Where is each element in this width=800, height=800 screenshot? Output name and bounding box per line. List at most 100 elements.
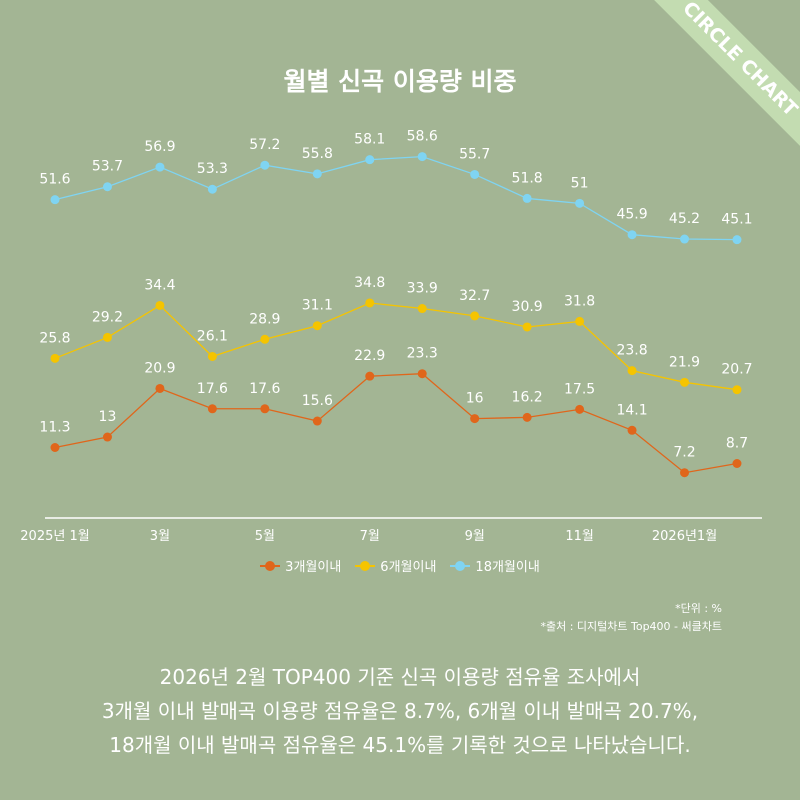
data-label: 34.8 <box>354 275 385 291</box>
data-label: 17.6 <box>249 381 280 397</box>
data-label: 26.1 <box>197 328 228 344</box>
data-point <box>680 234 690 244</box>
data-label: 55.7 <box>459 146 490 162</box>
data-point <box>155 383 165 393</box>
data-point <box>680 377 690 387</box>
data-label: 32.7 <box>459 288 490 304</box>
legend-label: 6개월이내 <box>380 560 437 575</box>
data-point <box>417 369 427 379</box>
data-point <box>627 425 637 435</box>
data-label: 23.3 <box>407 346 438 362</box>
x-tick-label: 2025년 1월 <box>20 529 89 544</box>
data-point <box>365 298 375 308</box>
data-label: 16.2 <box>512 389 543 405</box>
data-label: 13 <box>99 409 117 425</box>
data-label: 8.7 <box>726 435 748 451</box>
data-point <box>102 432 112 442</box>
data-point <box>50 443 60 453</box>
data-point <box>522 193 532 203</box>
x-tick-label: 3월 <box>150 529 170 544</box>
data-point <box>417 152 427 162</box>
data-label: 25.8 <box>39 330 70 346</box>
legend-item: 3개월이내 <box>260 556 341 575</box>
legend-label: 3개월이내 <box>285 560 342 575</box>
data-label: 23.8 <box>616 343 647 359</box>
data-label: 17.6 <box>197 381 228 397</box>
data-point <box>260 160 270 170</box>
data-label: 33.9 <box>407 281 438 297</box>
series-line <box>54 373 738 474</box>
data-point <box>732 385 742 395</box>
data-label: 58.6 <box>407 129 438 145</box>
unit-note: *단위 : % <box>675 602 722 615</box>
data-point <box>312 169 322 179</box>
data-label: 30.9 <box>512 299 543 315</box>
data-point <box>102 182 112 192</box>
x-tick-label: 5월 <box>255 529 275 544</box>
data-label: 51.6 <box>39 172 70 188</box>
data-point <box>732 458 742 468</box>
data-label: 20.9 <box>144 360 175 376</box>
data-label: 51.8 <box>512 170 543 186</box>
series-line <box>54 155 737 241</box>
data-point <box>627 366 637 376</box>
data-label: 21.9 <box>669 354 700 370</box>
data-point <box>732 235 742 245</box>
summary-line: 3개월 이내 발매곡 이용량 점유율은 8.7%, 6개월 이내 발매곡 20.… <box>101 699 699 723</box>
line-chart: 2025년 1월 3월 5월 7월 9월 11월 2026년1월 11.3 13 20.9 17.6… <box>20 129 762 544</box>
data-label: 51 <box>571 175 589 191</box>
data-label: 45.9 <box>616 207 647 223</box>
data-point <box>312 416 322 426</box>
data-label: 45.2 <box>669 211 700 227</box>
summary-text: 2026년 2월 TOP400 기준 신곡 이용량 점유율 조사에서 3개월 이… <box>0 660 800 762</box>
data-point <box>260 404 270 414</box>
data-label: 16 <box>466 391 484 407</box>
data-label: 22.9 <box>354 348 385 364</box>
data-point <box>522 322 532 332</box>
data-point <box>207 184 217 194</box>
data-point <box>260 334 270 344</box>
chart-title: 월별 신곡 이용량 비중 <box>283 67 517 96</box>
data-point <box>155 300 165 310</box>
data-point <box>365 155 375 165</box>
data-point <box>417 304 427 314</box>
data-label: 31.8 <box>564 293 595 309</box>
data-label: 15.6 <box>302 393 333 409</box>
data-label: 17.5 <box>564 381 595 397</box>
legend-marker-icon <box>355 560 376 571</box>
data-label: 55.8 <box>302 146 333 162</box>
x-tick-label: 7월 <box>360 529 380 544</box>
data-label: 29.2 <box>92 309 123 325</box>
data-point <box>575 316 585 326</box>
data-point <box>207 404 217 414</box>
data-label: 57.2 <box>249 137 280 153</box>
data-point <box>522 412 532 422</box>
x-tick-label: 9월 <box>465 529 485 544</box>
legend-label: 18개월이내 <box>475 560 540 575</box>
data-point <box>50 195 60 205</box>
legend-item: 6개월이내 <box>355 556 436 575</box>
data-label: 34.4 <box>144 277 175 293</box>
data-point <box>102 332 112 342</box>
summary-line: 18개월 이내 발매곡 점유율은 45.1%를 기록한 것으로 나타났습니다. <box>109 733 691 757</box>
legend-marker-icon <box>450 560 471 571</box>
data-point <box>207 351 217 361</box>
data-point <box>575 198 585 208</box>
x-tick-label: 11월 <box>565 529 594 544</box>
data-point <box>365 371 375 381</box>
chart-legend: 3개월이내 6개월이내 18개월이내 <box>0 556 800 575</box>
data-label: 7.2 <box>673 445 695 461</box>
legend-marker-icon <box>260 560 281 571</box>
data-point <box>50 353 60 363</box>
data-point <box>155 162 165 172</box>
data-label: 56.9 <box>144 139 175 155</box>
data-point <box>470 169 480 179</box>
data-label: 14.1 <box>616 402 647 418</box>
data-label: 28.9 <box>249 311 280 327</box>
data-label: 31.1 <box>302 298 333 314</box>
summary-line: 2026년 2월 TOP400 기준 신곡 이용량 점유율 조사에서 <box>159 665 641 689</box>
series-line <box>54 302 738 391</box>
data-label: 45.1 <box>721 212 752 228</box>
source-note: *출처 : 디지털차트 Top400 - 써클차트 <box>540 620 722 633</box>
data-label: 20.7 <box>721 362 752 378</box>
